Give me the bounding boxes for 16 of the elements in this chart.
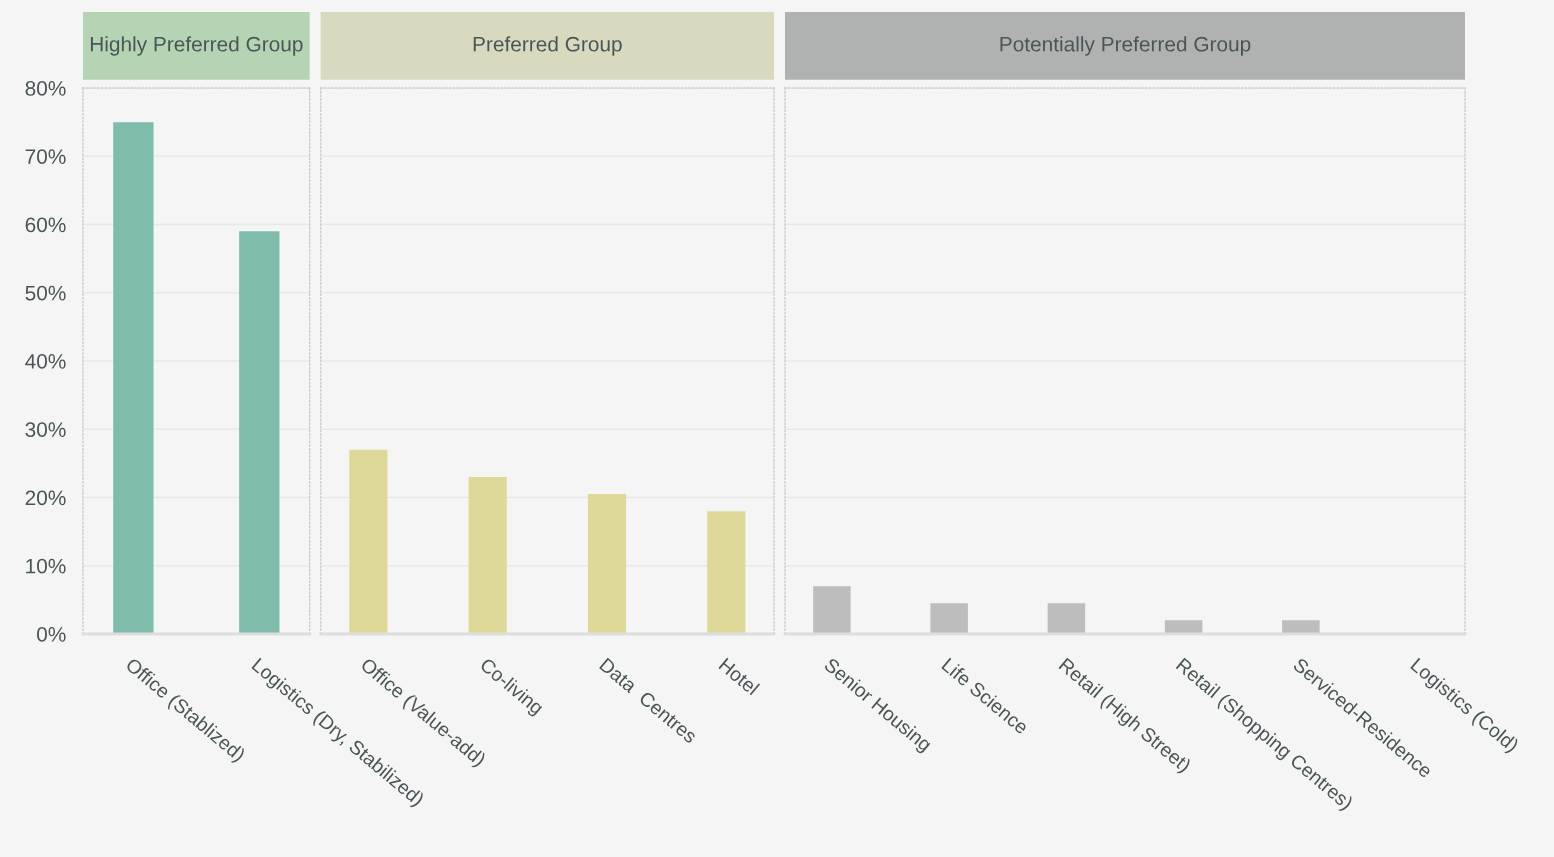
y-tick-label: 20% bbox=[25, 490, 66, 506]
y-tick-label: 30% bbox=[25, 422, 66, 437]
y-tick-label: 0% bbox=[37, 627, 66, 642]
y-tick-label: 80% bbox=[25, 81, 66, 96]
bar bbox=[349, 449, 388, 634]
bar bbox=[587, 494, 627, 634]
y-tick-label: 10% bbox=[26, 558, 66, 574]
y-tick-label: 70% bbox=[25, 149, 66, 164]
y-tick-label: 60% bbox=[25, 217, 66, 233]
chart-title: Potentially Preferred Group bbox=[1000, 36, 1251, 56]
y-tick-label: 50% bbox=[25, 285, 66, 301]
chart-title: Preferred Group bbox=[473, 36, 622, 56]
y-tick-label: 40% bbox=[25, 354, 66, 369]
chart-title: Highly Preferred Group bbox=[90, 36, 303, 56]
bar bbox=[707, 511, 746, 634]
bar bbox=[468, 477, 507, 634]
